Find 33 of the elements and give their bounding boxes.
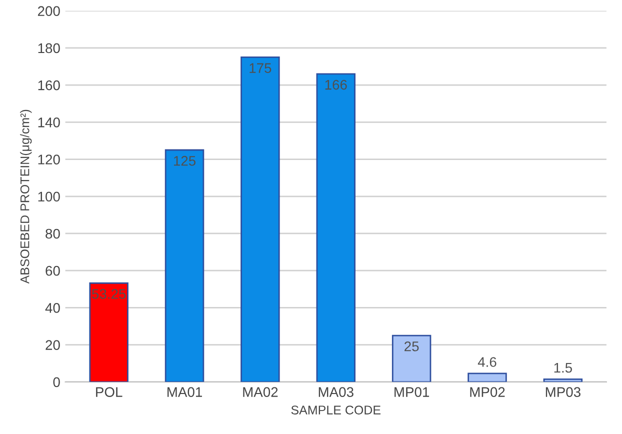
y-tick-label: 40 <box>45 303 60 313</box>
bar <box>392 334 432 382</box>
y-tick-label: 60 <box>46 266 60 276</box>
y-tick-label: 0 <box>53 377 60 388</box>
x-tick-label: MA03 <box>318 387 354 397</box>
data-label: 25 <box>404 341 419 352</box>
data-label: 4.6 <box>478 357 496 367</box>
x-tick-label: MP03 <box>546 387 580 397</box>
data-label: 125 <box>174 156 196 166</box>
x-tick-label: MP02 <box>470 387 505 397</box>
y-axis-title: ABSOEBED PROTEIN(μg/cm²) <box>20 110 32 284</box>
x-tick-label: MA02 <box>243 387 278 397</box>
y-tick-label: 80 <box>46 228 60 239</box>
bar <box>468 372 507 382</box>
y-tick-label: 180 <box>38 43 60 54</box>
data-label: 53.25 <box>92 289 126 299</box>
data-label: 175 <box>250 63 272 73</box>
x-tick-label: MA01 <box>168 387 202 397</box>
y-tick-label: 120 <box>38 154 60 164</box>
y-tick-label: 160 <box>38 80 60 90</box>
bar <box>89 282 128 382</box>
y-tick-label: 20 <box>46 340 60 350</box>
data-label: 1.5 <box>554 362 572 373</box>
y-tick-label: 200 <box>38 6 60 16</box>
x-tick-label: MP01 <box>394 387 430 397</box>
bar <box>240 56 280 382</box>
data-label: 166 <box>325 80 347 90</box>
bar <box>164 149 204 382</box>
x-axis-title: SAMPLE CODE <box>291 406 380 414</box>
y-tick-label: 140 <box>38 118 60 128</box>
bar <box>316 73 356 382</box>
y-tick-label: 100 <box>38 192 60 202</box>
x-tick-label: POL <box>96 387 122 397</box>
